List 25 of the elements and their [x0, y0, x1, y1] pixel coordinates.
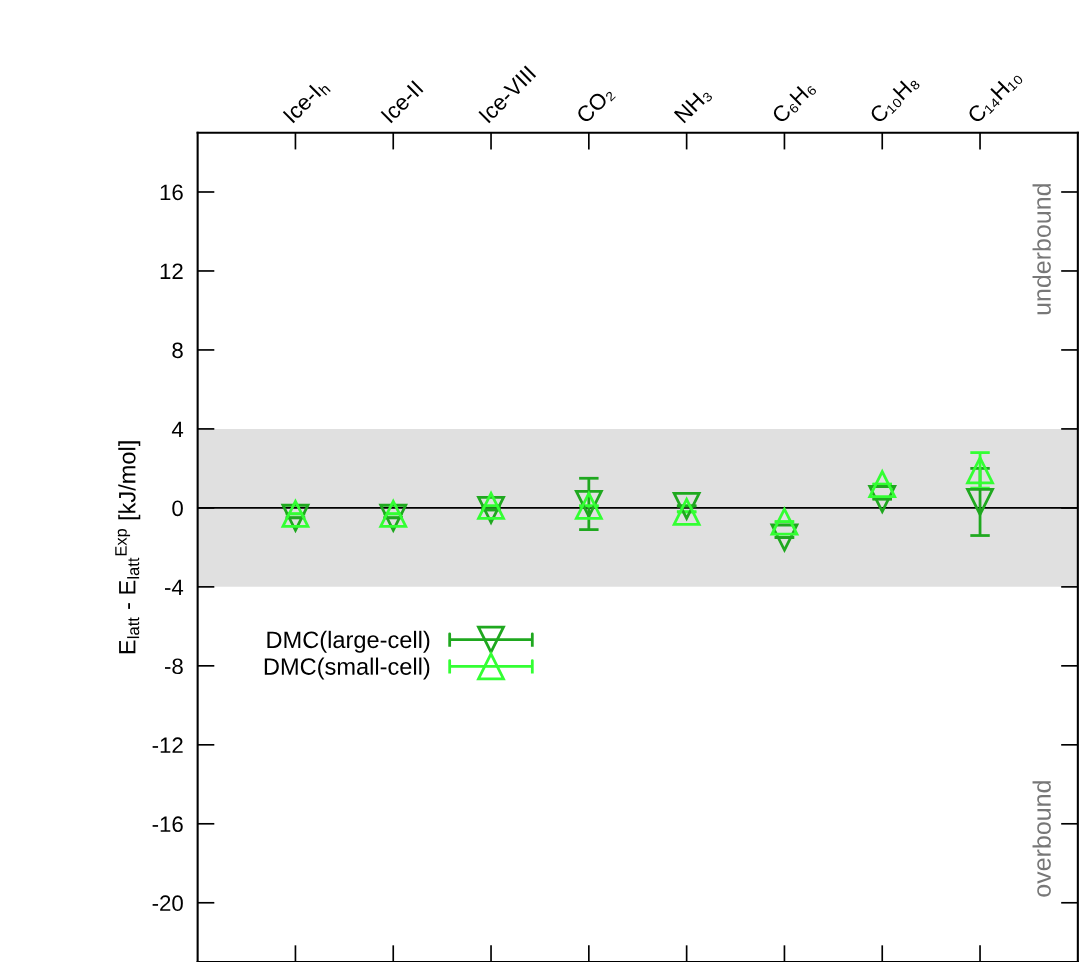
- y-tick-label: 4: [171, 421, 184, 437]
- y-tick-label: -8: [164, 658, 183, 675]
- x-tick-label: NH₃: [673, 85, 713, 125]
- y-tick-label: 8: [172, 342, 183, 359]
- y-tick-label: 0: [172, 500, 183, 517]
- y-tick-label: -20: [152, 895, 183, 912]
- y-tick-label: 12: [160, 263, 183, 280]
- y-tick-label: 16: [160, 184, 183, 201]
- point: [868, 470, 897, 499]
- point: [966, 456, 994, 485]
- legend-label: DMC(large-cell): [267, 630, 430, 653]
- point: [672, 497, 701, 526]
- annotation: underbound: [1032, 184, 1051, 315]
- y-axis-title: E$_{latt}$ - E$_{latt}$$^{Exp}$ [kJ/mol]: [115, 441, 141, 654]
- point: [770, 507, 799, 536]
- y-tick-label: -12: [152, 737, 183, 753]
- x-tick-label: C₆H₆: [771, 79, 818, 126]
- legend-label: DMC(small-cell): [264, 657, 430, 680]
- x-tick-label: CO₂: [575, 84, 616, 126]
- x-tick-label: Ice-I$_{h}$: [282, 77, 331, 126]
- point: [966, 488, 994, 516]
- y-tick-label: -16: [152, 816, 183, 833]
- point: [672, 492, 701, 520]
- annotation: overbound: [1032, 781, 1051, 897]
- y-tick-label: -4: [164, 579, 184, 595]
